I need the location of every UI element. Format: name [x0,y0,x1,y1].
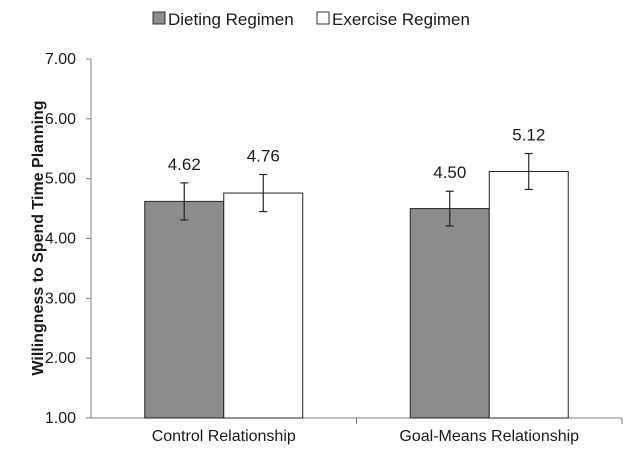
legend-label-dieting: Dieting Regimen [168,10,294,29]
legend-swatch-dieting [152,11,166,25]
y-tick-label: 1.00 [45,410,76,427]
y-axis-label: Willingness to Spend Time Planning [30,100,47,375]
y-tick-label: 3.00 [45,290,76,307]
legend-label-exercise: Exercise Regimen [332,10,470,29]
y-tick-label: 2.00 [45,350,76,367]
y-tick-label: 6.00 [45,111,76,128]
bar-exercise-regimen [488,170,569,419]
bar-dieting-regimen [144,200,225,419]
data-label: 5.12 [512,126,545,145]
data-label: 4.76 [247,146,280,165]
data-label: 4.62 [168,155,201,174]
legend-swatch-exercise [316,11,330,25]
data-label: 4.50 [433,163,466,182]
x-category-label: Goal-Means Relationship [399,428,579,445]
y-tick-label: 5.00 [45,171,76,188]
plot-area: 1.00 2.00 3.00 4.00 5.00 6.00 7.00 Control Rela… [45,51,623,445]
legend: Dieting Regimen Exercise Regimen [152,10,470,29]
bar-exercise-regimen [223,192,304,419]
bar-dieting-regimen [409,208,490,419]
y-tick-label: 7.00 [45,51,76,68]
x-category-label: Control Relationship [152,428,296,445]
y-tick-label: 4.00 [45,231,76,248]
